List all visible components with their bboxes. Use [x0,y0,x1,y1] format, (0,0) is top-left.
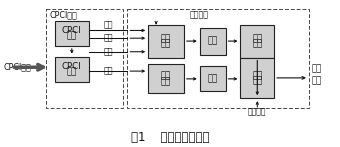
Text: 地址: 地址 [104,47,113,56]
Bar [240,58,274,98]
Text: 时序: 时序 [207,37,218,46]
Text: 数据: 数据 [104,67,113,76]
Text: 跟踪逻辑: 跟踪逻辑 [190,10,209,19]
Bar [240,25,274,58]
Bar [46,9,123,108]
Text: CPCI: CPCI [62,26,82,35]
Text: 形成: 形成 [252,76,262,85]
Text: 波门: 波门 [252,71,262,80]
Text: 控制: 控制 [252,39,262,48]
Text: CPCI: CPCI [62,62,82,71]
Text: 逻辑: 逻辑 [67,67,77,76]
Bar [200,66,225,91]
Bar [55,21,89,46]
Bar [148,64,184,93]
Text: 时钟: 时钟 [104,20,113,29]
Bar [200,27,225,55]
Bar [128,9,309,108]
Text: 控制: 控制 [161,39,171,48]
Text: 预置: 预置 [161,34,171,43]
Text: 控制: 控制 [104,34,113,43]
Text: 输入参数: 输入参数 [248,107,266,116]
Text: 寄存: 寄存 [161,77,171,86]
Text: 运算: 运算 [207,74,218,83]
Text: 波门: 波门 [312,76,322,85]
Text: 图1    跟踪器组成框图: 图1 跟踪器组成框图 [131,131,209,144]
Text: 预置: 预置 [161,72,171,81]
Text: 输出: 输出 [312,65,322,74]
Text: CPCI核心: CPCI核心 [50,10,78,19]
Text: CPCI总线: CPCI总线 [3,63,31,72]
Bar [148,25,184,58]
Text: 地址: 地址 [252,34,262,43]
Text: 驱动: 驱动 [67,31,77,40]
Bar [55,57,89,82]
